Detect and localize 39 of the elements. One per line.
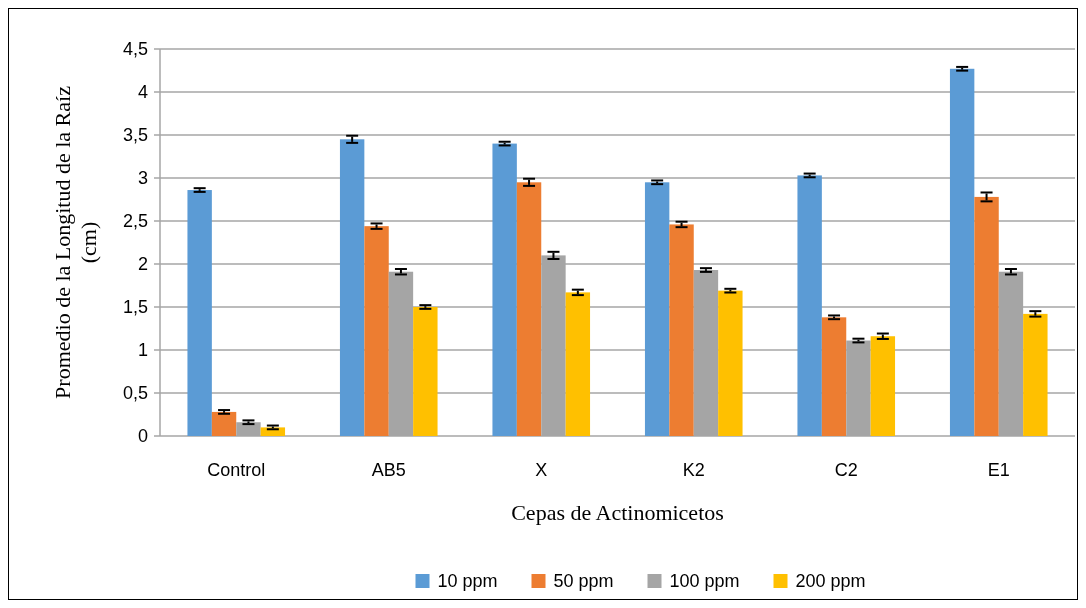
bar bbox=[565, 292, 591, 436]
y-tick-label: 1,5 bbox=[122, 297, 148, 318]
x-tick-label: C2 bbox=[834, 460, 858, 480]
bar bbox=[949, 68, 975, 436]
legend-label: 50 ppm bbox=[553, 571, 614, 591]
y-tick-label: 3 bbox=[137, 168, 148, 189]
x-tick-label: K2 bbox=[682, 460, 705, 480]
legend-label: 100 ppm bbox=[669, 571, 740, 591]
x-tick-label: X bbox=[535, 460, 548, 480]
y-tick-label: 2,5 bbox=[122, 211, 148, 232]
legend-label: 10 ppm bbox=[437, 571, 498, 591]
y-tick-label: 4 bbox=[137, 82, 148, 103]
bar bbox=[364, 226, 389, 436]
bar bbox=[821, 317, 847, 436]
y-tick-label: 2 bbox=[137, 254, 148, 275]
bar bbox=[339, 139, 365, 436]
bar bbox=[187, 190, 212, 436]
y-axis-title: Promedio de la Longitud de la Raíz (cm) bbox=[50, 85, 101, 399]
y-tick-label: 3,5 bbox=[122, 125, 148, 146]
y-tick-label: 4,5 bbox=[122, 39, 148, 60]
bar bbox=[669, 224, 694, 436]
bar bbox=[492, 143, 517, 436]
x-tick-label: E1 bbox=[987, 460, 1010, 480]
x-tick-label: AB5 bbox=[371, 460, 406, 480]
y-tick-label: 1 bbox=[137, 340, 148, 361]
bar bbox=[644, 182, 670, 436]
bar bbox=[1023, 313, 1048, 436]
bar bbox=[974, 196, 999, 436]
y-tick-label: 0 bbox=[137, 426, 148, 447]
legend-label: 200 ppm bbox=[795, 571, 866, 591]
bar bbox=[211, 411, 237, 436]
bar bbox=[718, 290, 743, 436]
bar bbox=[797, 175, 822, 436]
bar bbox=[870, 336, 896, 436]
bar bbox=[413, 307, 438, 436]
y-tick-label: 0,5 bbox=[122, 383, 148, 404]
bar bbox=[516, 182, 542, 436]
x-axis-title: Cepas de Actinomicetos bbox=[511, 500, 724, 525]
x-tick-label: Control bbox=[207, 460, 266, 480]
